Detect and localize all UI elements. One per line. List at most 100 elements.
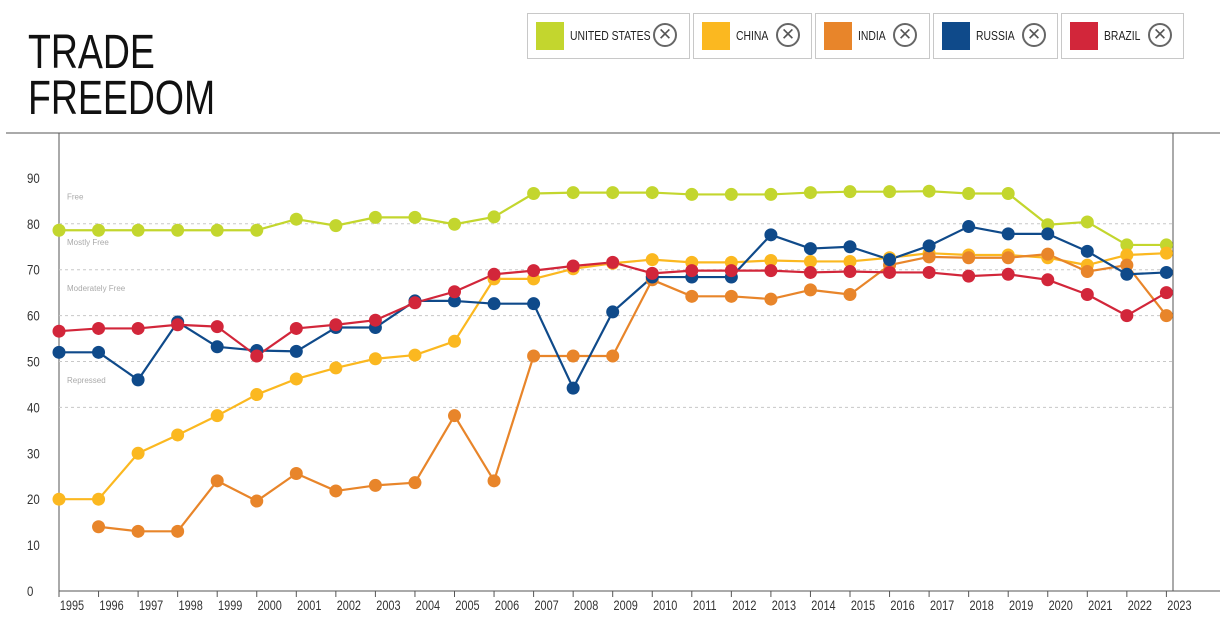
x-tick-label: 2014: [811, 598, 835, 614]
y-tick-label: 10: [27, 537, 40, 553]
data-point-brazil: [764, 264, 778, 278]
data-point-brazil: [922, 265, 936, 279]
data-point-india: [1159, 309, 1173, 323]
x-tick-label: 2018: [970, 598, 994, 614]
x-tick-label: 1999: [218, 598, 242, 614]
legend-item-united-states[interactable]: UNITED STATES ✕: [527, 13, 690, 59]
x-tick-label: 1996: [99, 598, 123, 614]
x-tick-label: 2011: [693, 598, 716, 614]
data-point-india: [131, 524, 145, 538]
data-point-russia: [764, 228, 778, 242]
data-point-brazil: [131, 321, 145, 335]
data-point-china: [52, 492, 66, 506]
data-point-united-states: [685, 187, 699, 201]
data-point-brazil: [52, 324, 66, 338]
x-tick-label: 2019: [1009, 598, 1033, 614]
data-point-india: [922, 250, 936, 264]
data-point-brazil: [448, 285, 461, 299]
x-tick-label: 2009: [614, 598, 638, 614]
x-tick-label: 2017: [930, 598, 954, 614]
data-point-united-states: [210, 223, 224, 237]
data-point-brazil: [210, 320, 224, 334]
legend-item-china[interactable]: CHINA ✕: [693, 13, 812, 59]
data-point-united-states: [1080, 215, 1094, 229]
data-point-india: [487, 474, 501, 488]
data-point-russia: [883, 253, 897, 267]
x-tick-label: 2013: [772, 598, 796, 614]
data-point-india: [250, 494, 264, 508]
data-point-brazil: [1001, 267, 1015, 281]
data-point-russia: [210, 340, 224, 354]
data-point-brazil: [289, 321, 303, 335]
data-point-brazil: [1080, 287, 1094, 301]
data-point-united-states: [724, 187, 738, 201]
remove-series-icon[interactable]: ✕: [1022, 23, 1046, 47]
data-point-brazil: [368, 313, 382, 327]
x-tick-label: 1998: [179, 598, 203, 614]
x-tick-label: 2008: [574, 598, 598, 614]
y-tick-label: 70: [27, 262, 40, 278]
x-tick-label: 2022: [1128, 598, 1152, 614]
data-point-russia: [131, 373, 145, 387]
data-point-russia: [922, 239, 936, 253]
legend-swatch: [536, 22, 564, 50]
data-point-india: [527, 349, 541, 363]
data-point-china: [368, 352, 382, 366]
data-point-united-states: [803, 186, 817, 200]
data-point-china: [171, 428, 185, 442]
data-point-russia: [1080, 244, 1094, 258]
remove-series-icon[interactable]: ✕: [1148, 23, 1172, 47]
data-point-brazil: [566, 259, 580, 273]
band-label: Repressed: [67, 376, 106, 385]
legend-item-india[interactable]: INDIA ✕: [815, 13, 930, 59]
x-tick-label: 2000: [258, 598, 282, 614]
data-point-india: [685, 289, 699, 303]
data-point-russia: [1120, 267, 1134, 281]
data-point-india: [724, 289, 738, 303]
y-tick-label: 50: [27, 353, 40, 369]
data-point-india: [1041, 247, 1055, 261]
data-point-brazil: [487, 267, 501, 281]
series-line-united-states: [59, 190, 1167, 247]
data-point-russia: [566, 381, 580, 395]
data-point-united-states: [645, 186, 659, 200]
legend-swatch: [1070, 22, 1098, 50]
remove-series-icon[interactable]: ✕: [776, 23, 800, 47]
data-point-united-states: [92, 223, 106, 237]
chart-title-line2: FREEDOM: [28, 72, 216, 125]
data-point-china: [289, 372, 303, 386]
data-point-russia: [606, 305, 620, 319]
data-point-russia: [1159, 265, 1173, 279]
x-tick-label: 2023: [1167, 598, 1191, 614]
data-point-china: [448, 334, 461, 348]
data-point-russia: [289, 344, 303, 358]
data-point-russia: [1001, 227, 1015, 241]
data-point-russia: [487, 297, 501, 311]
data-point-united-states: [1120, 238, 1134, 252]
legend-item-russia[interactable]: RUSSIA ✕: [933, 13, 1058, 59]
data-point-china: [92, 492, 106, 506]
data-point-brazil: [408, 296, 422, 310]
data-point-brazil: [1120, 309, 1134, 323]
x-tick-label: 2020: [1049, 598, 1073, 614]
chart-title: TRADE FREEDOM: [28, 29, 216, 125]
legend-item-brazil[interactable]: BRAZIL ✕: [1061, 13, 1184, 59]
remove-series-icon[interactable]: ✕: [893, 23, 917, 47]
remove-series-icon[interactable]: ✕: [653, 23, 677, 47]
y-tick-label: 90: [27, 170, 40, 186]
data-point-china: [131, 446, 145, 460]
x-tick-label: 2003: [376, 598, 400, 614]
x-tick-label: 2012: [732, 598, 756, 614]
data-point-brazil: [685, 264, 699, 278]
data-point-brazil: [803, 265, 817, 279]
data-point-united-states: [922, 184, 936, 198]
data-point-united-states: [606, 186, 620, 200]
data-point-united-states: [448, 217, 461, 231]
data-point-russia: [52, 345, 66, 359]
data-point-united-states: [329, 219, 343, 233]
legend-label: CHINA: [736, 28, 769, 43]
data-point-united-states: [527, 187, 541, 201]
data-point-brazil: [527, 264, 541, 278]
data-point-china: [645, 253, 659, 267]
